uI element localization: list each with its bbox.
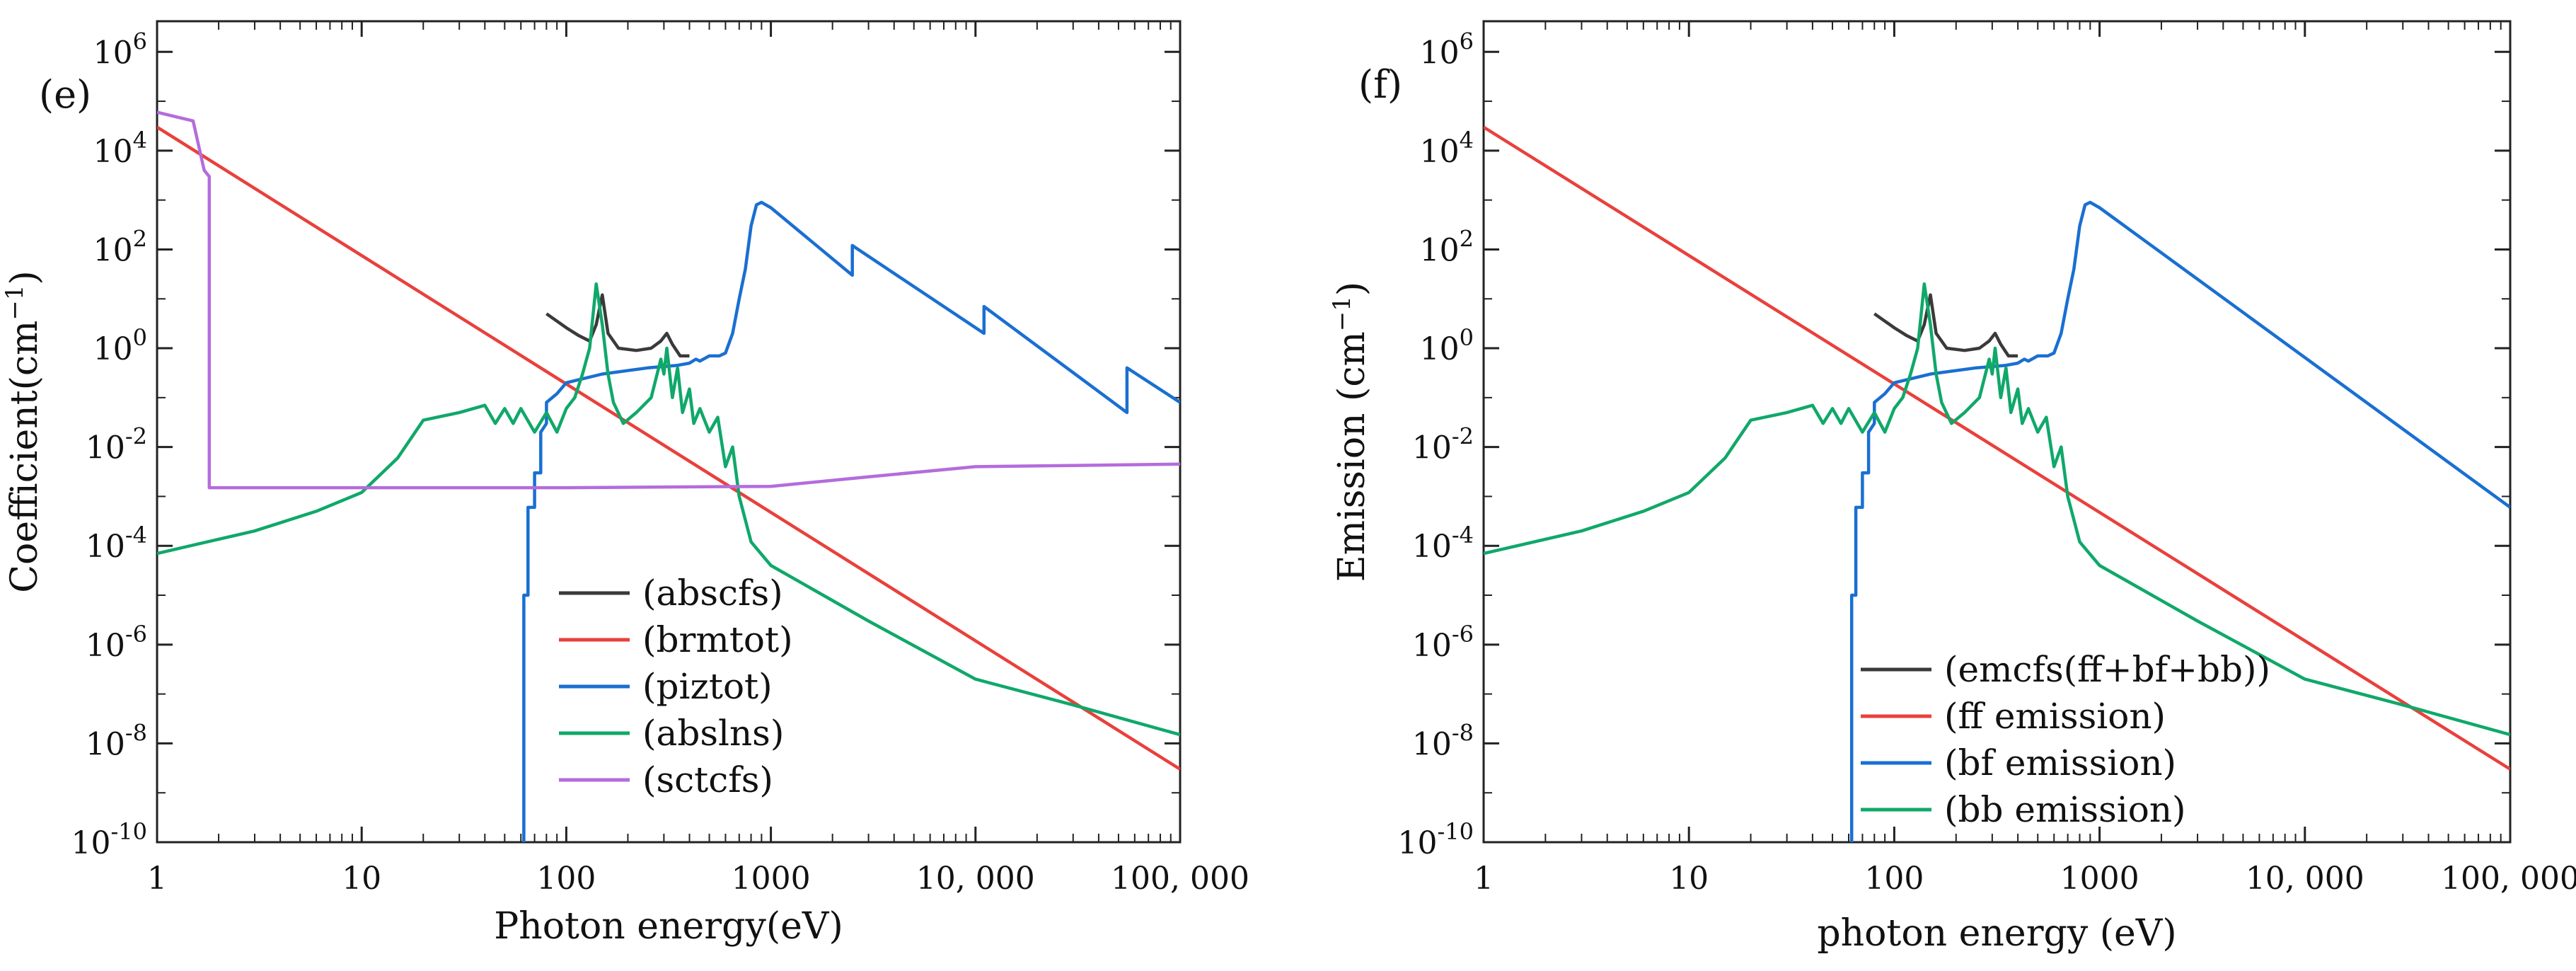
x-tick-label: 1 xyxy=(147,861,167,897)
x-tick-label: 100 xyxy=(1864,861,1924,897)
panel-label: (f) xyxy=(1358,62,1402,107)
x-tick-label: 10, 000 xyxy=(916,861,1035,897)
x-tick-label: 10 xyxy=(342,861,381,897)
series-line-abslns xyxy=(157,282,1180,737)
series-line-bb-emission xyxy=(1484,282,2510,737)
legend-label: (sctcfs) xyxy=(642,759,773,800)
x-tick-label: 10 xyxy=(1669,861,1709,897)
y-tick-label: 104 xyxy=(1420,127,1474,170)
y-tick-label: 106 xyxy=(93,28,147,71)
plot-frame xyxy=(1482,20,2512,844)
legend-label: (abscfs) xyxy=(642,573,783,614)
series-line-ff-emission xyxy=(1484,125,2510,771)
x-tick-label: 1 xyxy=(1474,861,1494,897)
legend-label: (piztot) xyxy=(642,666,773,707)
x-tick-label: 10, 000 xyxy=(2246,861,2364,897)
series-line-bf-emission xyxy=(1849,200,2510,842)
legend-label: (abslns) xyxy=(642,713,784,754)
series-line-sctcfs xyxy=(157,110,1180,490)
y-tick-label: 102 xyxy=(1420,225,1474,268)
x-tick-label: 100, 000 xyxy=(2441,861,2576,897)
legend-label: (ff emission) xyxy=(1944,696,2166,737)
y-tick-label: 10-4 xyxy=(1412,522,1474,565)
x-tick-label: 1000 xyxy=(732,861,811,897)
y-tick-label: 100 xyxy=(93,324,147,367)
y-axis-label: Emission (cm−1) xyxy=(1328,282,1373,582)
legend-label: (brmtot) xyxy=(642,619,793,660)
plot-frame xyxy=(156,20,1182,844)
series-line-brmtot xyxy=(157,125,1180,771)
panel-label: (e) xyxy=(39,72,91,117)
series-line-emcfs-ff-bf-bb xyxy=(1873,293,2018,358)
y-tick-label: 100 xyxy=(1420,324,1474,367)
x-tick-label: 100, 000 xyxy=(1111,861,1249,897)
x-tick-label: 1000 xyxy=(2060,861,2139,897)
legend-label: (emcfs(ff+bf+bb)) xyxy=(1944,649,2270,690)
y-tick-label: 10-8 xyxy=(86,719,147,762)
y-tick-label: 10-4 xyxy=(86,522,147,565)
x-axis-label: photon energy (eV) xyxy=(1817,912,2176,955)
y-tick-label: 10-10 xyxy=(71,818,147,861)
y-tick-label: 10-10 xyxy=(1397,818,1474,861)
legend-label: (bb emission) xyxy=(1944,789,2186,830)
y-tick-label: 10-8 xyxy=(1412,719,1474,762)
y-tick-label: 10-2 xyxy=(86,423,147,466)
y-axis-label: Coefficient(cm−1) xyxy=(1,270,46,593)
y-tick-label: 10-6 xyxy=(86,621,147,664)
y-tick-label: 10-2 xyxy=(1412,423,1474,466)
x-axis-label: Photon energy(eV) xyxy=(494,905,843,948)
y-tick-label: 106 xyxy=(1420,28,1474,71)
chart-panel-f: 1 10 100 1000 10, 000 100, 000 10-10 10-8 10-6 10… xyxy=(1328,20,2576,955)
series-line-piztot xyxy=(522,200,1180,842)
series-line-abscfs xyxy=(545,293,690,358)
y-tick-label: 10-6 xyxy=(1412,621,1474,664)
y-tick-label: 102 xyxy=(93,225,147,268)
chart-panel-e: 1 10 100 1000 10, 000 100, 000 10-10 10-8 10-6 10… xyxy=(1,20,1249,948)
y-tick-label: 104 xyxy=(93,127,147,170)
legend-label: (bf emission) xyxy=(1944,742,2176,783)
x-tick-label: 100 xyxy=(536,861,596,897)
